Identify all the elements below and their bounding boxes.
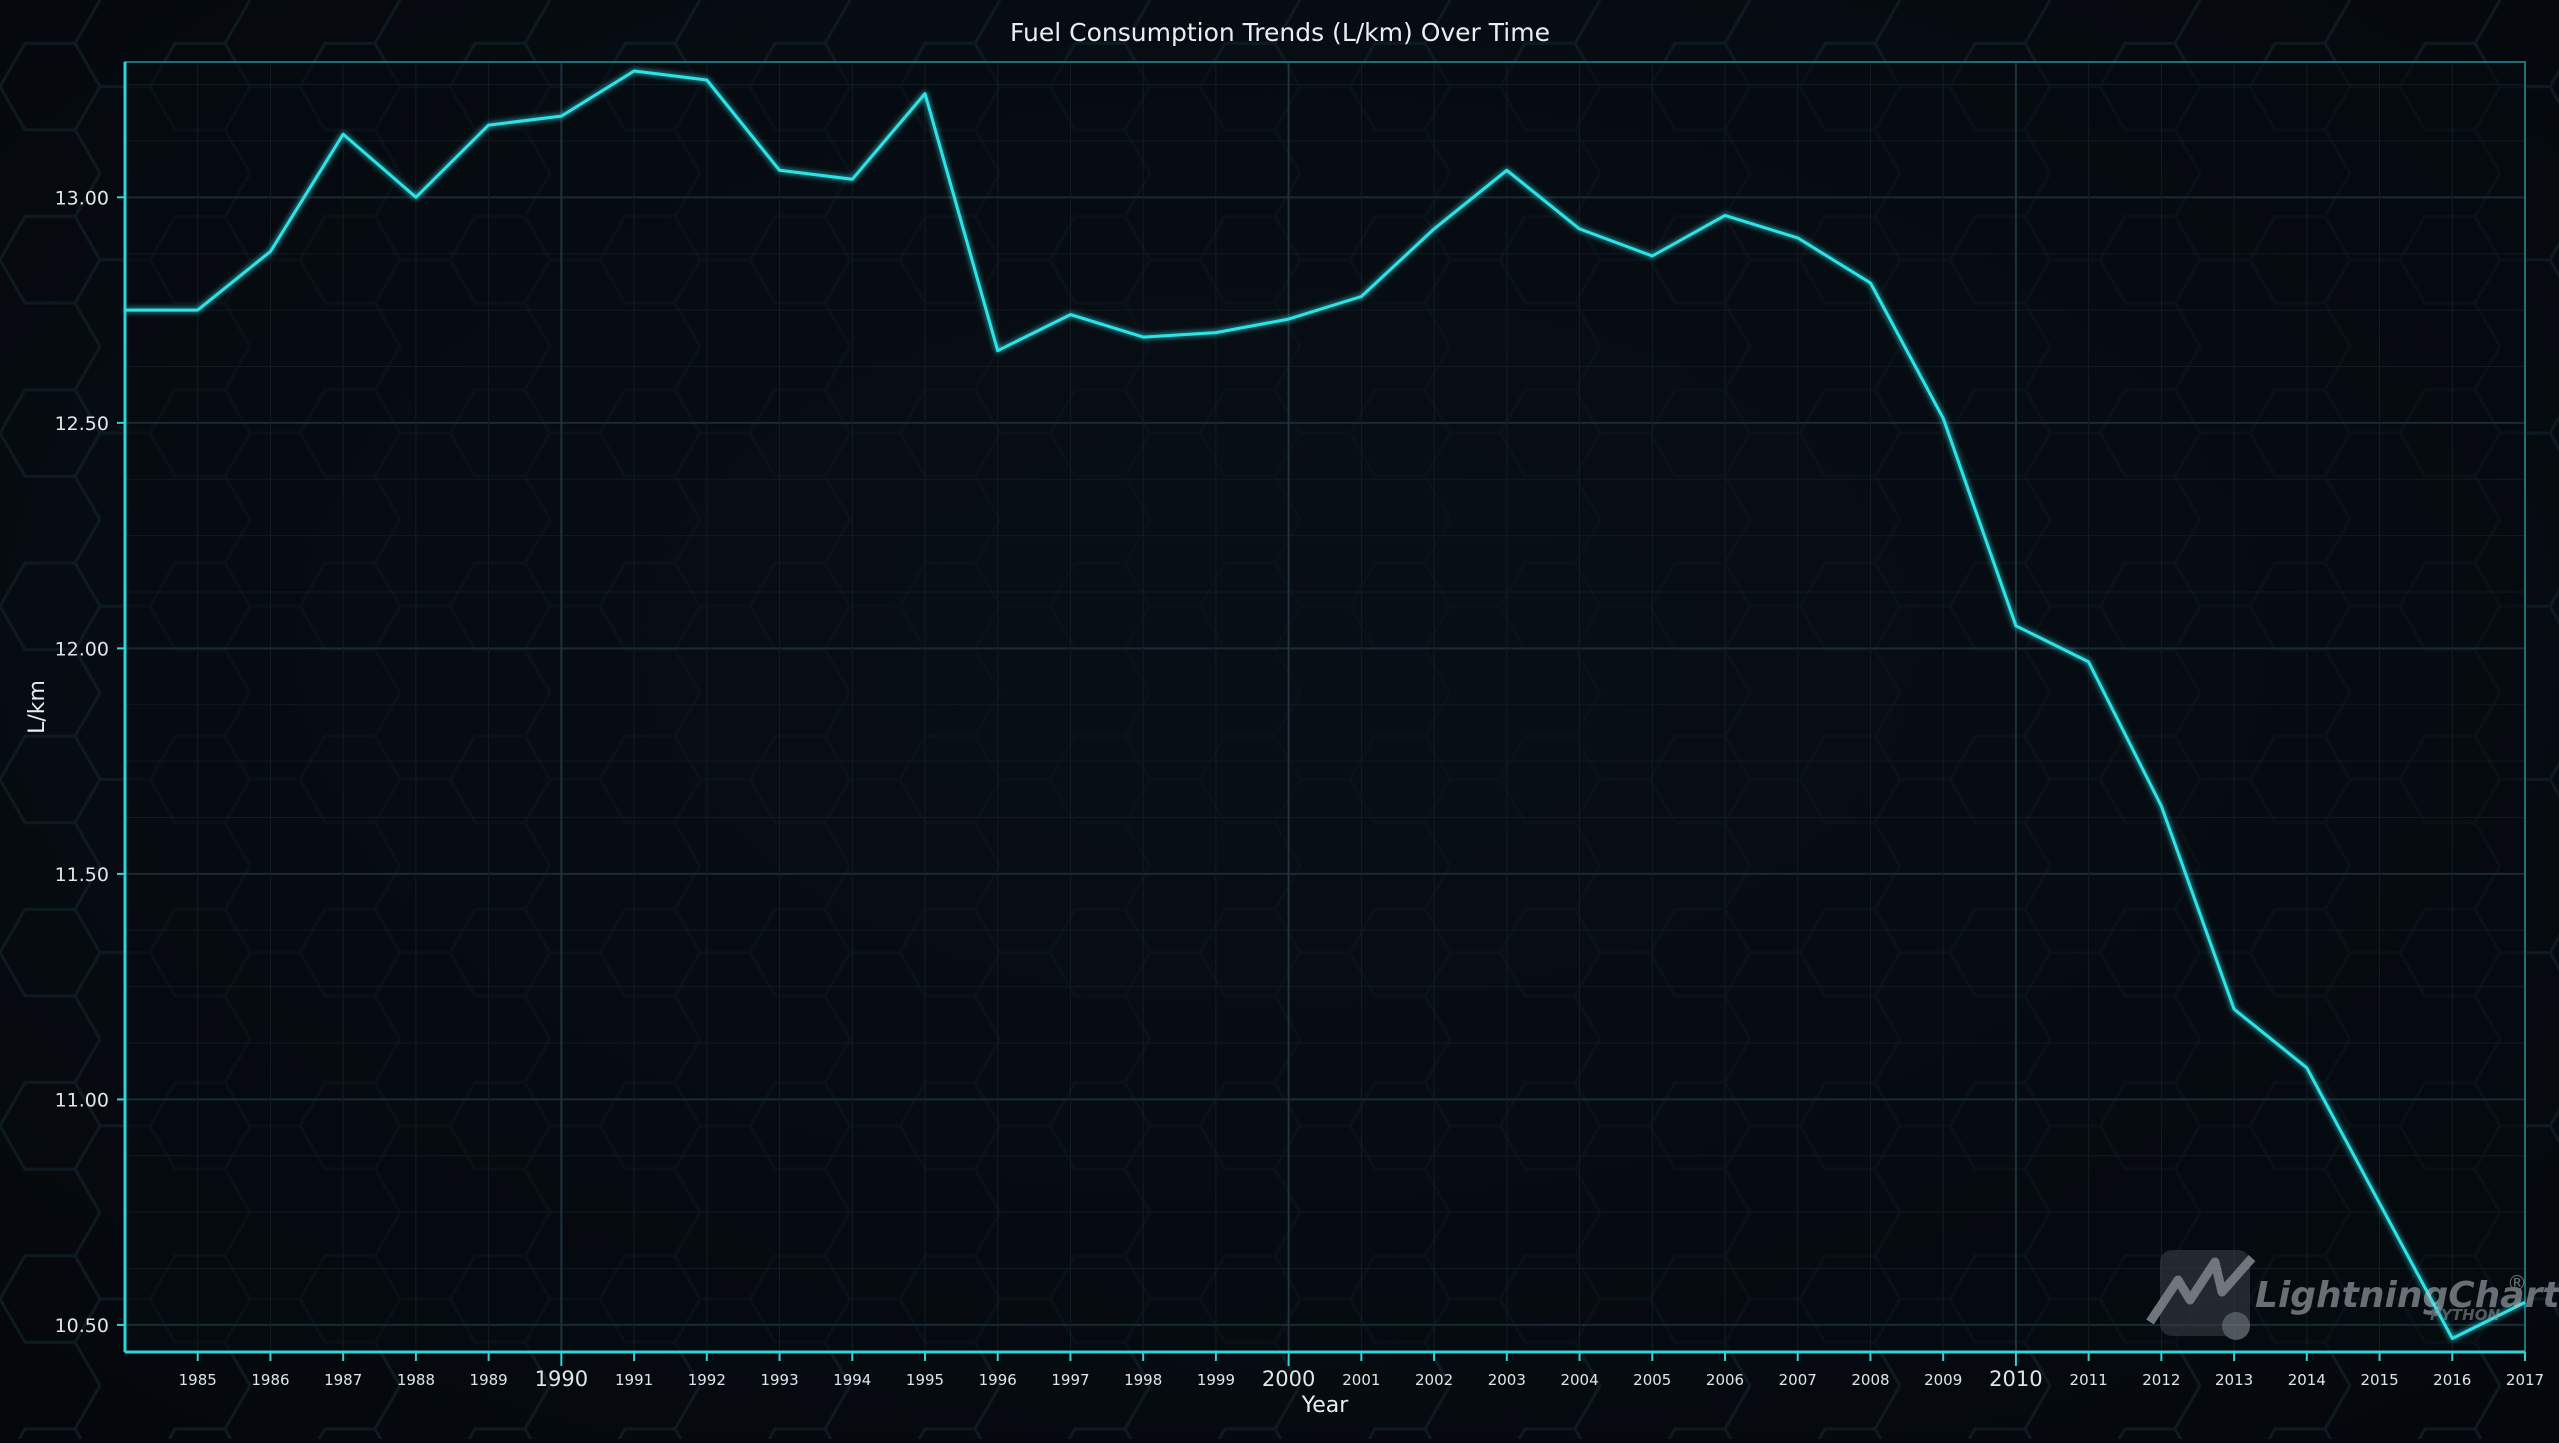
x-tick-label: 1986: [251, 1371, 289, 1389]
data-point: [341, 132, 345, 136]
data-point: [1359, 295, 1363, 299]
data-point: [2305, 1066, 2309, 1070]
data-point: [1796, 236, 1800, 240]
data-point: [923, 92, 927, 96]
y-axis-ticks: 10.50 11.00 11.50 12.00 12.50 13.00: [55, 187, 125, 1337]
x-tick-label: 1998: [1124, 1371, 1162, 1389]
x-tick-label: 2011: [2070, 1371, 2108, 1389]
x-tick-label: 2009: [1924, 1371, 1962, 1389]
data-point: [1868, 281, 1872, 285]
data-point: [268, 249, 272, 253]
x-tick-label: 1989: [470, 1371, 508, 1389]
x-tick-label: 2012: [2142, 1371, 2180, 1389]
y-axis-label: L/km: [25, 680, 50, 734]
x-major-tick-label: 2010: [1989, 1367, 2042, 1391]
x-tick-label: 1993: [760, 1371, 798, 1389]
x-tick-label: 2013: [2215, 1371, 2253, 1389]
x-major-tick-label: 2000: [1262, 1367, 1315, 1391]
x-tick-label: 2005: [1633, 1371, 1671, 1389]
data-point: [2232, 1007, 2236, 1011]
data-point: [1941, 416, 1945, 420]
y-tick-label: 13.00: [55, 187, 109, 209]
chart-title: Fuel Consumption Trends (L/km) Over Time: [1010, 18, 1550, 47]
lightningchart-logo-icon: [2146, 1250, 2256, 1340]
watermark-registered-mark: ®: [2507, 1271, 2527, 1295]
x-tick-label: 2007: [1779, 1371, 1817, 1389]
x-tick-label: 1994: [833, 1371, 871, 1389]
watermark-sub: PYTHON: [2430, 1306, 2500, 1324]
x-tick-label: 2006: [1706, 1371, 1744, 1389]
x-tick-label: 1997: [1051, 1371, 1089, 1389]
x-tick-label: 1988: [397, 1371, 435, 1389]
x-major-tick-label: 1990: [535, 1367, 588, 1391]
x-tick-label: 2017: [2506, 1371, 2544, 1389]
data-point: [1141, 335, 1145, 339]
x-tick-label: 1999: [1197, 1371, 1235, 1389]
data-point: [487, 123, 491, 127]
x-tick-label: 2001: [1342, 1371, 1380, 1389]
x-tick-label: 2004: [1560, 1371, 1598, 1389]
data-point: [1432, 227, 1436, 231]
data-point: [123, 308, 127, 312]
data-point: [1723, 213, 1727, 217]
data-point: [1068, 313, 1072, 317]
data-point: [2159, 804, 2163, 808]
data-point: [850, 177, 854, 181]
grid-lines: [125, 62, 2526, 1352]
data-point: [1650, 254, 1654, 258]
watermark: LightningChart ® PYTHON: [2146, 1250, 2559, 1340]
x-tick-label: 2003: [1488, 1371, 1526, 1389]
x-tick-label: 1987: [324, 1371, 362, 1389]
x-tick-label: 2002: [1415, 1371, 1453, 1389]
x-tick-label: 1985: [179, 1371, 217, 1389]
data-point: [196, 308, 200, 312]
data-point: [996, 349, 1000, 353]
watermark-brand: LightningChart: [2255, 1275, 2559, 1316]
x-tick-label: 1995: [906, 1371, 944, 1389]
y-tick-label: 12.50: [55, 413, 109, 435]
x-tick-label: 2014: [2288, 1371, 2326, 1389]
x-tick-label: 2016: [2433, 1371, 2471, 1389]
x-tick-label: 1992: [688, 1371, 726, 1389]
data-point: [1505, 168, 1509, 172]
x-tick-label: 2008: [1851, 1371, 1889, 1389]
x-tick-label: 1991: [615, 1371, 653, 1389]
data-point: [1578, 227, 1582, 231]
x-tick-label: 2015: [2360, 1371, 2398, 1389]
data-point: [2450, 1336, 2454, 1340]
series-line: [125, 69, 2526, 1340]
y-tick-label: 10.50: [55, 1315, 109, 1337]
y-tick-label: 11.50: [55, 864, 109, 886]
data-point: [1287, 317, 1291, 321]
data-point: [1214, 331, 1218, 335]
data-point: [778, 168, 782, 172]
x-axis-label: Year: [1301, 1393, 1350, 1418]
data-point: [705, 78, 709, 82]
y-tick-label: 12.00: [55, 638, 109, 660]
plot-area: [125, 62, 2525, 1352]
data-point: [2378, 1201, 2382, 1205]
data-point: [632, 69, 636, 73]
x-axis-ticks: 1985 1986 1987 1988 1989 1990 1991 1992 1993 1994…: [179, 1352, 2544, 1391]
y-tick-label: 11.00: [55, 1089, 109, 1111]
data-point: [414, 195, 418, 199]
data-point: [2014, 624, 2018, 628]
data-point: [559, 114, 563, 118]
series-fuel-consumption: [123, 69, 2526, 1340]
data-point: [2087, 660, 2091, 664]
x-tick-label: 1996: [979, 1371, 1017, 1389]
